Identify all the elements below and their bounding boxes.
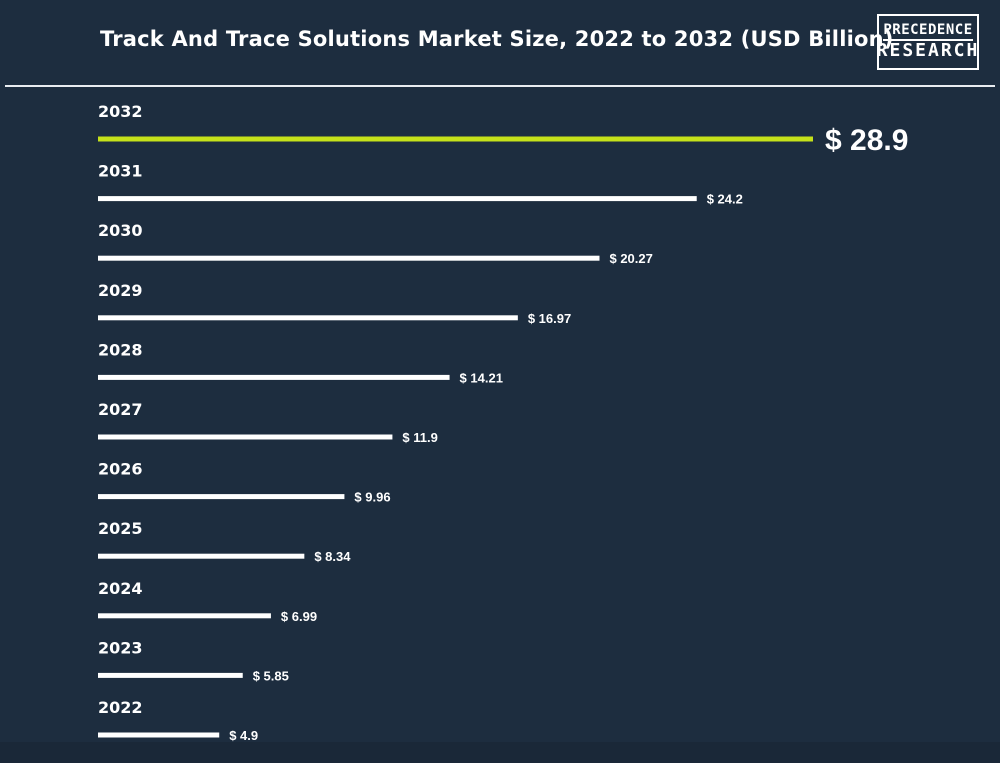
bar-2027 — [98, 434, 393, 440]
bottom-band — [0, 742, 1000, 763]
bar-2023 — [98, 672, 243, 678]
year-label-2028: 2028 — [98, 340, 143, 359]
year-label-2030: 2030 — [98, 221, 143, 240]
bar-2022 — [98, 732, 220, 738]
year-label-2031: 2031 — [98, 162, 143, 181]
bar-2025 — [98, 553, 305, 559]
logo-line-1: PRECEDENCE — [883, 21, 973, 38]
value-label-2029: $ 16.97 — [528, 311, 571, 326]
year-label-2029: 2029 — [98, 281, 143, 300]
value-label-2025: $ 8.34 — [314, 549, 351, 564]
bar-2031 — [98, 196, 697, 202]
logo-line-2: RESEARCH — [876, 40, 980, 62]
precedence-research-logo: PRECEDENCE RESEARCH — [877, 14, 979, 70]
value-label-2023: $ 5.85 — [253, 668, 289, 683]
year-label-2024: 2024 — [98, 579, 143, 598]
value-label-2028: $ 14.21 — [460, 370, 503, 385]
bar-2032 — [98, 136, 813, 142]
bar-2024 — [98, 613, 271, 619]
year-label-2025: 2025 — [98, 519, 143, 538]
value-label-2032: $ 28.9 — [825, 124, 908, 157]
bar-2028 — [98, 374, 450, 380]
value-label-2026: $ 9.96 — [354, 490, 390, 505]
chart-title: Track And Trace Solutions Market Size, 2… — [100, 27, 894, 51]
value-label-2031: $ 24.2 — [707, 192, 743, 207]
value-label-2030: $ 20.27 — [609, 251, 652, 266]
bar-2026 — [98, 494, 345, 500]
bar-2029 — [98, 315, 518, 321]
year-label-2022: 2022 — [98, 698, 143, 717]
year-label-2023: 2023 — [98, 638, 143, 657]
value-label-2027: $ 11.9 — [402, 430, 437, 445]
year-label-2026: 2026 — [98, 460, 143, 479]
value-label-2024: $ 6.99 — [281, 609, 317, 624]
logo-separator — [883, 39, 973, 42]
bar-2030 — [98, 255, 600, 261]
year-label-2032: 2032 — [98, 102, 143, 121]
value-label-2022: $ 4.9 — [229, 728, 258, 743]
header-divider — [5, 85, 995, 87]
year-label-2027: 2027 — [98, 400, 143, 419]
